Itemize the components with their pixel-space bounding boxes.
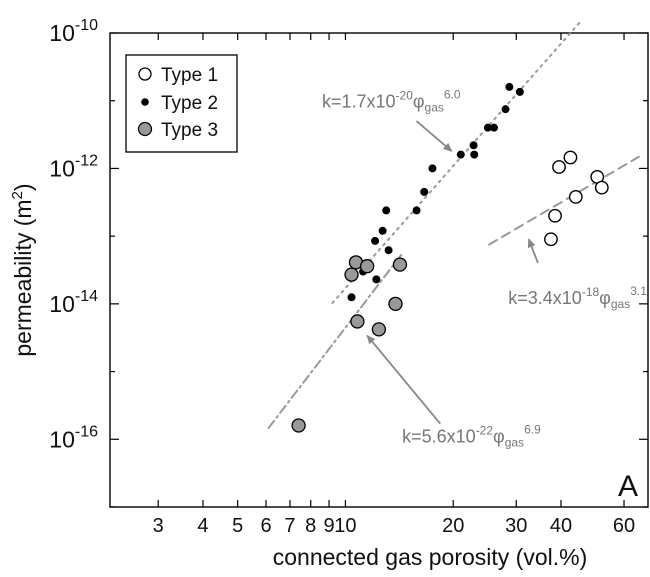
y-tick-label-2: 10-14 [49,288,98,317]
x-tick-label-7: 10 [334,515,356,537]
point-type-2-8 [384,246,393,255]
point-type-3-7 [291,418,306,433]
point-type-2-10 [420,187,429,196]
y-axis-title-sup: 2 [9,191,26,199]
fit-label-0-part-0: k=1.7x10 [322,91,396,111]
x-tick-label-2: 5 [232,515,243,537]
x-tick-label-9: 30 [505,515,527,537]
legend-marker-type-1 [138,67,152,81]
fit-label-2: k=3.4x10-18φgas3.1 [508,284,647,311]
y-tick-label-1: 10-12 [49,152,98,181]
y-axis-title-main: permeability (m [10,199,36,356]
x-tick-label-0: 3 [153,515,164,537]
panel-label: A [618,470,638,503]
point-type-2-15 [483,123,492,132]
point-type-2-11 [428,164,437,173]
y-tick-label-exp-0: -10 [75,17,98,34]
y-axis-title: permeability (m2) [9,183,36,356]
y-tick-label-3: 10-16 [49,423,98,452]
data-points [291,82,609,433]
x-tick-label-3: 6 [260,515,271,537]
point-type-2-13 [469,141,478,150]
y-axis-title-tail: ) [10,183,36,191]
x-tick-label-11: 60 [613,515,635,537]
fit-label-0: k=1.7x10-20φgas6.0 [322,87,461,114]
y-tick-label-base-0: 10 [49,20,75,46]
x-axis-title: connected gas porosity (vol.%) [273,544,588,570]
fit-label-1-part-3: gas [505,435,524,449]
point-type-3-4 [371,322,387,337]
point-type-3-0 [344,267,359,282]
legend-label-type-1: Type 1 [161,65,218,86]
x-tick-label-6: 9 [323,515,334,537]
fit-label-2-part-3: gas [611,297,630,311]
fit-label-2-part-2: φ [599,288,611,308]
x-tick-label-5: 8 [305,515,316,537]
fit-label-2-part-0: k=3.4x10 [508,288,582,308]
fit-label-1-part-2: φ [493,426,505,446]
fit-label-2-part-1: -18 [582,285,600,299]
y-tick-label-0: 10-10 [49,17,98,46]
plot-frame [109,32,649,508]
x-tick-label-8: 20 [442,515,464,537]
point-type-1-0 [544,232,558,247]
y-tick-label-exp-2: -14 [75,288,98,305]
point-type-2-17 [501,105,510,114]
point-type-3-5 [388,296,403,312]
point-type-1-4 [568,189,583,204]
legend-label-type-3: Type 3 [161,120,218,141]
fit-line-2 [488,155,640,246]
x-tick-label-4: 7 [284,515,295,537]
x-tick-label-10: 40 [550,515,572,537]
point-type-2-19 [515,87,524,96]
fit-arrow-0 [415,120,453,152]
fit-line-1 [267,252,404,429]
point-type-2-18 [505,82,514,91]
legend: Type 1 Type 2 Type 3 [125,54,238,153]
fit-label-0-part-2: φ [413,91,425,111]
legend-marker-type-3 [137,121,153,137]
fit-label-0-part-4: 6.0 [444,87,461,101]
point-type-2-1 [347,293,356,302]
y-tick-label-base-3: 10 [49,426,75,452]
fit-label-1-part-4: 6.9 [524,422,541,436]
point-type-2-14 [470,150,479,159]
y-tick-label-base-2: 10 [49,291,75,317]
point-type-2-12 [456,150,465,159]
point-type-2-5 [372,275,381,284]
fit-lines [267,21,640,429]
fit-annotations: k=1.7x10-20φgas6.0k=5.6x10-22φgas6.9k=3.… [322,87,647,449]
fit-line-0 [331,21,581,304]
point-type-2-7 [382,206,391,215]
y-tick-label-base-1: 10 [49,155,75,181]
point-type-1-1 [548,208,562,223]
legend-label-type-2: Type 2 [161,93,218,114]
x-axis-ticks: 3 4 5 6 7 8 9 10 20 30 40 60 [153,33,635,537]
point-type-2-9 [412,206,421,215]
point-type-1-2 [552,160,566,174]
fit-label-1-part-0: k=5.6x10 [402,426,476,446]
y-tick-label-exp-3: -16 [75,423,98,440]
y-tick-label-exp-1: -12 [75,152,98,169]
point-type-2-4 [371,236,380,245]
x-tick-label-1: 4 [197,515,208,537]
point-type-1-3 [563,150,578,165]
point-type-2-16 [490,123,499,132]
fit-label-1: k=5.6x10-22φgas6.9 [402,422,541,449]
point-type-3-2 [350,314,365,329]
fit-arrow-2 [527,238,539,264]
fit-arrow-1 [366,334,441,425]
fit-label-0-part-1: -20 [396,88,414,102]
point-type-2-6 [378,226,387,235]
legend-marker-type-2 [141,98,149,106]
point-type-3-3 [360,259,375,274]
fit-label-2-part-4: 3.1 [630,284,647,298]
point-type-1-6 [594,180,609,195]
fit-label-0-part-3: gas [425,100,444,114]
point-type-3-6 [392,257,408,272]
fit-label-1-part-1: -22 [476,423,494,437]
